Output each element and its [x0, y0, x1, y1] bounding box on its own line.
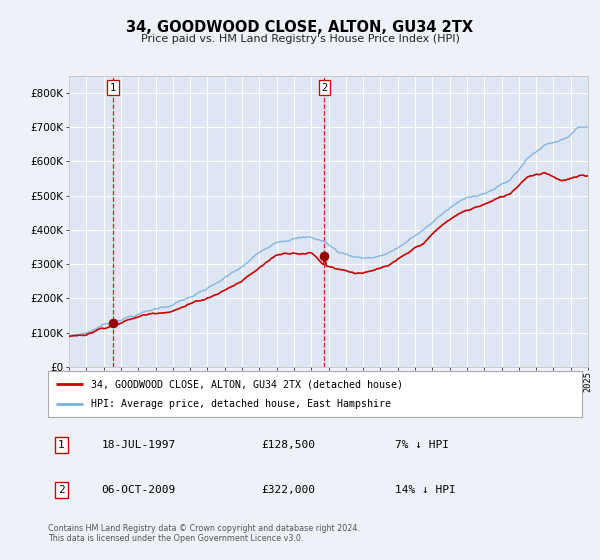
Text: 34, GOODWOOD CLOSE, ALTON, GU34 2TX: 34, GOODWOOD CLOSE, ALTON, GU34 2TX	[127, 20, 473, 35]
Text: Contains HM Land Registry data © Crown copyright and database right 2024.
This d: Contains HM Land Registry data © Crown c…	[48, 524, 360, 543]
Text: 2: 2	[58, 485, 65, 495]
Text: 18-JUL-1997: 18-JUL-1997	[101, 440, 176, 450]
Text: 34, GOODWOOD CLOSE, ALTON, GU34 2TX (detached house): 34, GOODWOOD CLOSE, ALTON, GU34 2TX (det…	[91, 379, 403, 389]
Text: 1: 1	[58, 440, 65, 450]
Text: Price paid vs. HM Land Registry's House Price Index (HPI): Price paid vs. HM Land Registry's House …	[140, 34, 460, 44]
Text: £322,000: £322,000	[262, 485, 316, 495]
Text: £128,500: £128,500	[262, 440, 316, 450]
Text: 14% ↓ HPI: 14% ↓ HPI	[395, 485, 456, 495]
Text: 7% ↓ HPI: 7% ↓ HPI	[395, 440, 449, 450]
Text: 2: 2	[321, 83, 328, 93]
Text: 06-OCT-2009: 06-OCT-2009	[101, 485, 176, 495]
Text: 1: 1	[110, 83, 116, 93]
Point	[320, 252, 329, 261]
Text: HPI: Average price, detached house, East Hampshire: HPI: Average price, detached house, East…	[91, 399, 391, 409]
Point	[108, 318, 118, 327]
